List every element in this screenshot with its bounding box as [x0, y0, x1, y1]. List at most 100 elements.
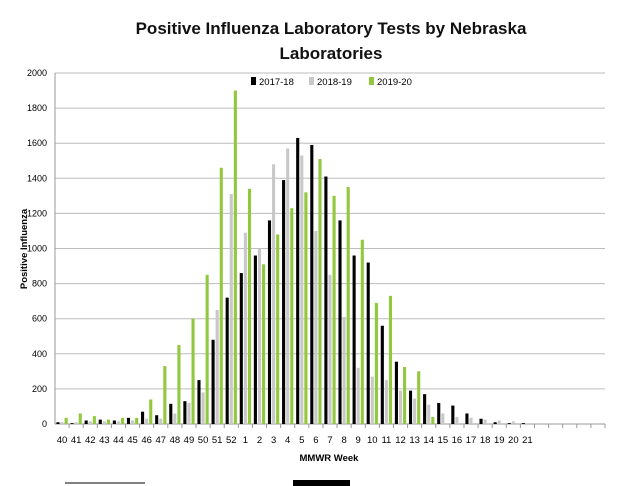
x-tick-label: 48 — [170, 435, 181, 446]
bar-2019-20 — [64, 417, 68, 424]
bar-2019-20 — [233, 90, 237, 425]
bar-2017-18 — [394, 361, 398, 424]
bar-2018-19 — [455, 416, 459, 424]
bar-2019-20 — [374, 302, 378, 424]
x-tick-label: 14 — [423, 435, 434, 446]
bar-2018-19 — [74, 422, 78, 424]
bar-2017-18 — [479, 418, 483, 424]
bar-2017-18 — [267, 220, 272, 424]
bar-2019-20 — [92, 416, 96, 424]
x-tick-label: 21 — [522, 435, 533, 446]
y-tick-label: 1400 — [27, 173, 47, 183]
x-tick-label: 17 — [466, 435, 477, 446]
x-tick-label: 3 — [271, 435, 276, 446]
chart-title: Positive Influenza Laboratory Tests by N… — [136, 19, 527, 63]
bar-2019-20 — [121, 417, 125, 424]
y-tick-label: 1000 — [27, 244, 47, 254]
bar-2017-18 — [324, 176, 328, 424]
bar-2017-18 — [98, 419, 102, 424]
x-tick-label: 47 — [155, 435, 166, 446]
x-tick-label: 43 — [99, 435, 110, 446]
x-tick-label: 6 — [313, 435, 318, 446]
y-tick-label: 600 — [32, 314, 47, 324]
bar-2018-19 — [568, 423, 572, 424]
bar-2017-18 — [296, 137, 300, 424]
y-tick-label: 800 — [32, 279, 47, 289]
x-tick-label: 2 — [257, 435, 262, 446]
bar-2018-19 — [398, 390, 403, 424]
bar-2019-20 — [191, 318, 195, 424]
bar-2017-18 — [239, 273, 243, 424]
bar-2017-18 — [380, 325, 384, 424]
bar-2018-19 — [257, 248, 262, 424]
bar-2017-18 — [408, 390, 413, 424]
chart-title-line-2: Laboratories — [280, 44, 383, 63]
bar-2017-18 — [70, 423, 74, 424]
bar-2017-18 — [211, 339, 215, 424]
bar-2017-18 — [126, 417, 131, 424]
bar-2018-19 — [441, 413, 445, 424]
bars — [56, 90, 600, 425]
y-tick-label: 1600 — [27, 138, 47, 148]
bar-2019-20 — [290, 208, 294, 424]
bar-2019-20 — [276, 234, 280, 424]
bar-2019-20 — [135, 417, 139, 424]
bar-2018-19 — [145, 418, 149, 424]
legend-swatch — [369, 77, 374, 85]
x-tick-label: 8 — [341, 435, 346, 446]
x-tick-label: 15 — [438, 435, 449, 446]
x-tick-label: 41 — [71, 435, 82, 446]
bar-2019-20 — [388, 295, 393, 424]
bar-2019-20 — [219, 167, 223, 424]
bar-2019-20 — [247, 188, 252, 424]
x-tick-label: 51 — [212, 435, 223, 446]
x-tick-label: 11 — [381, 435, 391, 446]
legend-label: 2017-18 — [259, 77, 294, 88]
bar-2018-19 — [314, 230, 318, 424]
x-tick-label: 1 — [243, 435, 248, 446]
legend-label: 2019-20 — [377, 77, 412, 88]
bar-2017-18 — [521, 423, 525, 424]
bar-2017-18 — [112, 420, 116, 424]
x-tick-label: 5 — [299, 435, 304, 446]
x-tick-label: 20 — [508, 435, 519, 446]
x-axis-ticks: 40 41 42 43 44 45 46 47 48 49 50 51 52 1 2 3 4 5 6 7 8 9 10 11 1… — [57, 424, 606, 446]
bar-2018-19 — [243, 232, 247, 424]
bar-2018-19 — [215, 309, 219, 424]
legend: 2017-18 2018-19 2019-20 — [251, 77, 412, 88]
bar-2017-18 — [253, 255, 257, 424]
bar-2019-20 — [149, 399, 153, 424]
x-tick-label: 44 — [113, 435, 124, 446]
bar-2019-20 — [106, 419, 110, 424]
bar-2019-20 — [163, 366, 167, 424]
bar-2018-19 — [60, 422, 64, 424]
bar-2017-18 — [197, 380, 201, 424]
bar-2017-18 — [465, 413, 469, 424]
y-tick-label: 400 — [32, 349, 47, 359]
bar-2019-20 — [332, 195, 336, 424]
x-tick-label: 40 — [57, 435, 68, 446]
bar-2017-18 — [84, 420, 88, 424]
bar-2018-19 — [187, 402, 191, 424]
x-tick-label: 9 — [356, 435, 361, 446]
bar-2019-20 — [177, 345, 181, 424]
bar-2017-18 — [155, 415, 159, 424]
chart-title-line-1: Positive Influenza Laboratory Tests by N… — [136, 19, 527, 38]
bar-2018-19 — [131, 420, 135, 424]
bar-2018-19 — [159, 418, 163, 424]
bar-2018-19 — [286, 148, 290, 424]
bar-2019-20 — [346, 187, 350, 424]
y-axis-label: Positive Influenza — [19, 208, 30, 289]
x-tick-label: 49 — [184, 435, 195, 446]
bar-2019-20 — [431, 416, 435, 424]
x-tick-label: 10 — [367, 435, 378, 446]
x-tick-label: 16 — [452, 435, 463, 446]
x-tick-label: 46 — [141, 435, 152, 446]
bar-2017-18 — [183, 401, 187, 424]
bar-2017-18 — [225, 297, 229, 424]
legend-label: 2018-19 — [317, 77, 352, 88]
bar-2017-18 — [507, 423, 511, 424]
bar-2019-20 — [318, 158, 322, 424]
bar-2018-19 — [525, 423, 529, 424]
